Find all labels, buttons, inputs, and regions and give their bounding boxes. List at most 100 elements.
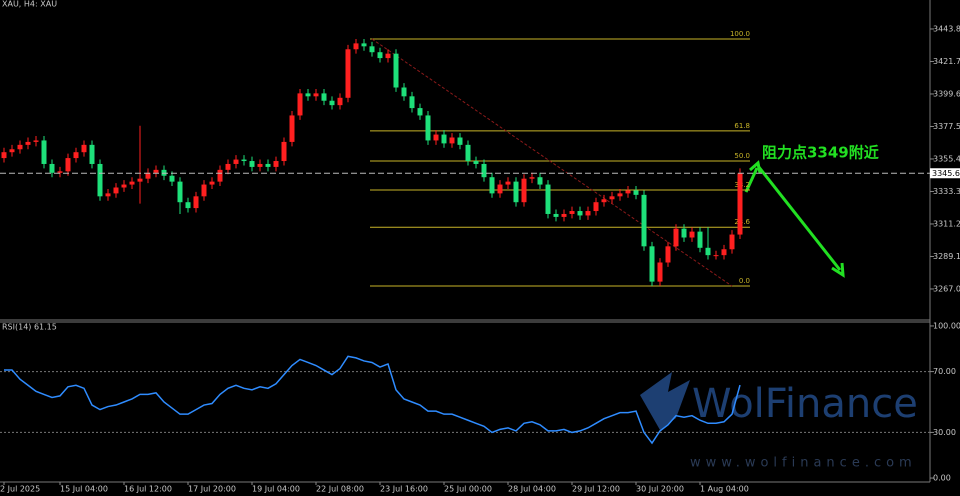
- candle-body: [105, 193, 111, 197]
- candle-body: [241, 159, 247, 162]
- candle-body: [9, 149, 15, 153]
- candle-body: [577, 211, 583, 216]
- candle-body: [593, 202, 599, 212]
- candle-body: [457, 137, 463, 145]
- candle-body: [345, 49, 351, 98]
- candle-body: [57, 171, 63, 173]
- candle-body: [529, 177, 535, 179]
- candle-body: [313, 93, 319, 97]
- x-tick-label: 15 Jul 04:00: [60, 485, 108, 494]
- candle-body: [369, 46, 375, 53]
- y-tick-label: 3311.20: [933, 219, 960, 228]
- x-tick-label: 2 Jul 2025: [0, 485, 40, 494]
- x-tick-label: 16 Jul 12:00: [124, 485, 172, 494]
- candle-body: [177, 181, 183, 203]
- trend-line: [371, 38, 733, 287]
- candle-body: [425, 115, 431, 141]
- candle-body: [513, 181, 519, 203]
- y-tick-label: 3355.40: [933, 154, 960, 163]
- candle-body: [601, 199, 607, 203]
- candle-body: [289, 115, 295, 142]
- x-tick-label: 22 Jul 08:00: [316, 485, 364, 494]
- candle-body: [361, 43, 367, 47]
- y-tick-label: 3289.10: [933, 252, 960, 261]
- candle-body: [25, 141, 31, 145]
- y-tick-label: 30.00: [933, 428, 956, 437]
- candle-body: [569, 211, 575, 214]
- candle-body: [545, 184, 551, 214]
- candle-body: [665, 246, 671, 263]
- watermark-url: www.wolfinance.com: [690, 456, 917, 471]
- candle-body: [305, 93, 311, 97]
- candle-body: [737, 173, 743, 235]
- candle-body: [713, 255, 719, 257]
- fib-label: 50.0: [734, 152, 750, 160]
- candle-body: [273, 161, 279, 167]
- watermark-logo: [640, 372, 690, 430]
- candle-body: [49, 163, 55, 173]
- candle-body: [297, 93, 303, 116]
- y-tick-label: 100.00: [933, 321, 960, 330]
- candle-body: [521, 178, 527, 203]
- y-tick-label: 3399.60: [933, 89, 960, 98]
- candle-body: [145, 172, 151, 179]
- candle-body: [209, 181, 215, 185]
- x-tick-label: 19 Jul 04:00: [252, 485, 300, 494]
- annotation: 阻力点3349附近: [762, 144, 879, 162]
- candle-body: [609, 196, 615, 200]
- candle-body: [721, 249, 727, 256]
- candle-body: [649, 246, 655, 282]
- candle-body: [193, 196, 199, 209]
- candle-body: [217, 169, 223, 182]
- y-tick-label: 3443.80: [933, 24, 960, 33]
- fib-label: 100.0: [730, 30, 750, 38]
- candle-body: [97, 163, 103, 197]
- candle-body: [129, 181, 135, 185]
- candle-body: [137, 178, 143, 182]
- candle-body: [153, 169, 159, 173]
- fib-label: 0.0: [739, 277, 750, 285]
- candle-body: [337, 97, 343, 106]
- candle-body: [417, 108, 423, 116]
- x-tick-label: 28 Jul 04:00: [508, 485, 556, 494]
- candle-body: [1, 152, 7, 159]
- y-tick-label: 3267.00: [933, 284, 960, 293]
- y-tick-label: 3333.30: [933, 187, 960, 196]
- candle-body: [121, 184, 127, 188]
- candle-body: [385, 53, 391, 59]
- candle-body: [169, 175, 175, 182]
- candle-body: [449, 137, 455, 144]
- candle-body: [633, 190, 639, 195]
- candle-body: [585, 211, 591, 216]
- candle-body: [489, 177, 495, 194]
- candle-body: [65, 158, 71, 172]
- candle-body: [441, 134, 447, 144]
- y-tick-label: 70.00: [933, 367, 956, 376]
- candle-body: [41, 140, 47, 164]
- candle-body: [321, 93, 327, 101]
- candle-body: [409, 96, 415, 109]
- candle-body: [505, 181, 511, 185]
- candle-body: [81, 144, 87, 153]
- x-tick-label: 29 Jul 12:00: [572, 485, 620, 494]
- candle-body: [265, 163, 271, 167]
- x-tick-label: 1 Aug 04:00: [700, 485, 749, 494]
- candle-body: [641, 194, 647, 247]
- x-tick-label: 17 Jul 20:00: [188, 485, 236, 494]
- candle-body: [329, 100, 335, 106]
- candle-body: [281, 141, 287, 162]
- candle-body: [625, 190, 631, 194]
- candle-body: [697, 231, 703, 248]
- candle-body: [377, 52, 383, 59]
- candle-body: [225, 163, 231, 170]
- candle-body: [393, 53, 399, 88]
- x-tick-label: 30 Jul 20:00: [636, 485, 684, 494]
- candle-body: [537, 177, 543, 185]
- candle-body: [657, 262, 663, 282]
- candle-body: [481, 163, 487, 178]
- chart-title: XAU, H4: XAU: [2, 0, 57, 9]
- last-price-box: [930, 168, 960, 179]
- candle-body: [201, 184, 207, 197]
